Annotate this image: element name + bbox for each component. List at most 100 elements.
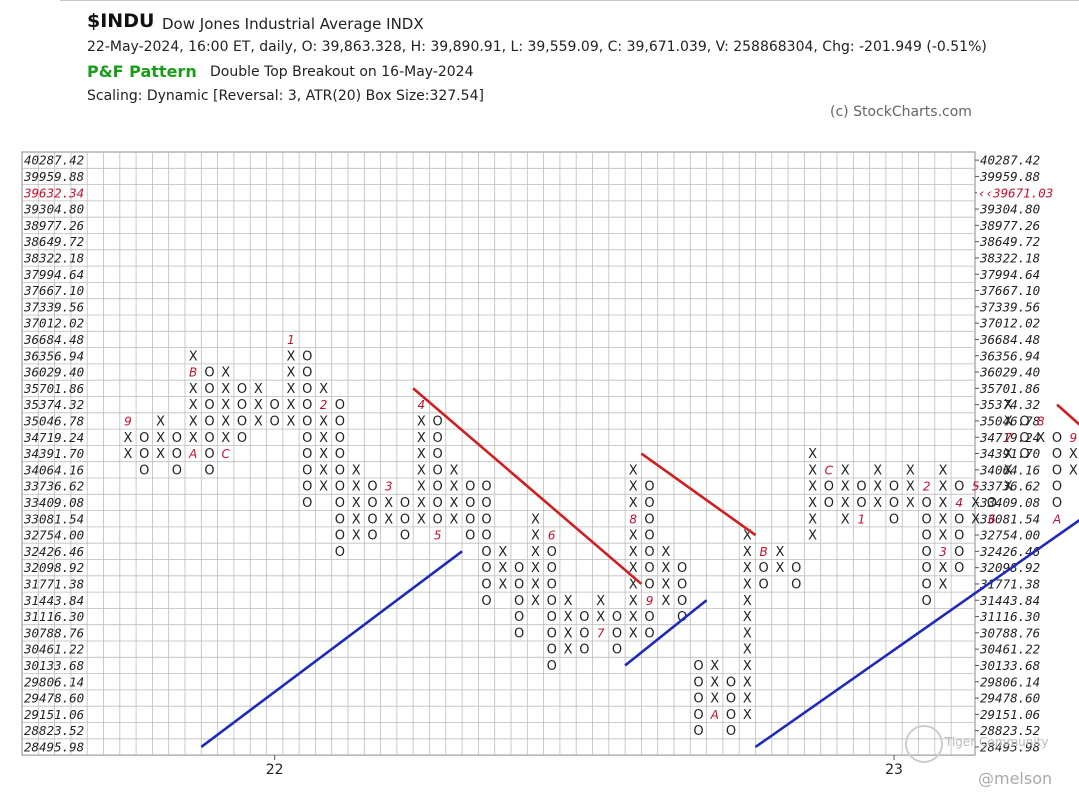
x-box: X	[743, 577, 752, 592]
month-marker: B	[189, 366, 197, 380]
x-box: X	[629, 545, 638, 560]
x-box: X	[319, 447, 328, 462]
o-box: O	[400, 512, 410, 527]
month-marker: 4	[418, 398, 426, 412]
month-marker: 7	[1004, 431, 1012, 445]
price-tick-label-left: 30461.22	[23, 642, 84, 657]
support-trendline	[624, 599, 708, 667]
price-tick-label-left: 29151.06	[24, 707, 84, 722]
x-box: X	[564, 610, 573, 625]
x-box: X	[319, 431, 328, 446]
x-box: X	[710, 675, 719, 690]
chart-header: $INDU Dow Jones Industrial Average INDX …	[0, 0, 1079, 150]
price-tick-label-left: 39959.88	[23, 169, 84, 184]
price-tick-label-left: 34391.70	[23, 446, 84, 461]
o-box: O	[693, 724, 703, 739]
o-box: O	[204, 398, 214, 413]
x-box: X	[710, 692, 719, 707]
o-box: O	[824, 480, 834, 495]
price-tick-label-right: 35701.86	[979, 381, 1040, 396]
resistance-trendline	[412, 387, 643, 585]
o-box: O	[433, 463, 443, 478]
o-box: O	[433, 414, 443, 429]
o-box: O	[139, 447, 149, 462]
price-tick-label-left: 37994.64	[23, 267, 84, 282]
x-box: X	[938, 512, 947, 527]
price-tick-label-right: 35046.78	[979, 413, 1040, 428]
x-box: X	[906, 496, 915, 511]
x-box: X	[743, 610, 752, 625]
x-box: X	[743, 594, 752, 609]
month-marker: 4	[955, 496, 963, 510]
o-box: O	[302, 382, 312, 397]
x-box: X	[531, 561, 540, 576]
x-box: X	[938, 463, 947, 478]
price-tick-label-right: 37012.02	[979, 316, 1040, 331]
o-box: O	[204, 463, 214, 478]
o-box: O	[302, 398, 312, 413]
x-box: X	[352, 529, 361, 544]
o-box: O	[889, 480, 899, 495]
x-box: X	[873, 480, 882, 495]
o-box: O	[514, 561, 524, 576]
x-box: X	[384, 496, 393, 511]
o-box: O	[726, 724, 736, 739]
x-box: X	[319, 414, 328, 429]
o-box: O	[612, 610, 622, 625]
watermark-logo-icon	[905, 725, 943, 763]
x-box: X	[629, 529, 638, 544]
o-box: O	[612, 643, 622, 658]
price-tick-label-right: 33081.54	[979, 511, 1040, 526]
x-box: X	[189, 382, 198, 397]
o-box: O	[514, 577, 524, 592]
o-box: O	[693, 692, 703, 707]
x-box: X	[449, 480, 458, 495]
o-box: O	[481, 577, 491, 592]
price-tick-label-left: 39304.80	[23, 202, 84, 217]
o-box: O	[612, 626, 622, 641]
month-marker: 1	[287, 333, 295, 347]
x-tick-label: 23	[885, 762, 903, 778]
x-box: X	[938, 529, 947, 544]
x-box: X	[498, 577, 507, 592]
x-box: X	[629, 496, 638, 511]
price-tick-label-left: 30133.68	[23, 658, 84, 673]
x-box: X	[938, 496, 947, 511]
price-tick-label-right: 38649.72	[979, 234, 1040, 249]
o-box: O	[302, 366, 312, 381]
o-box: O	[1019, 447, 1029, 462]
o-box: O	[922, 561, 932, 576]
x-box: X	[629, 561, 638, 576]
o-box: O	[270, 398, 280, 413]
x-box: X	[221, 366, 230, 381]
o-box: O	[433, 496, 443, 511]
o-box: O	[889, 512, 899, 527]
x-box: X	[319, 382, 328, 397]
price-tick-label-right: 37994.64	[979, 267, 1040, 282]
price-tick-label-right: 39959.88	[979, 169, 1040, 184]
x-box: X	[319, 463, 328, 478]
o-box: O	[954, 545, 964, 560]
o-box: O	[547, 659, 557, 674]
o-box: O	[433, 480, 443, 495]
o-box: O	[172, 431, 182, 446]
o-box: O	[954, 529, 964, 544]
quote-line: 22-May-2024, 16:00 ET, daily, O: 39,863.…	[87, 39, 987, 55]
o-box: O	[547, 626, 557, 641]
o-box: O	[856, 480, 866, 495]
x-box: X	[221, 382, 230, 397]
copyright-text: (c) StockCharts.com	[830, 104, 972, 120]
month-marker: 2	[320, 398, 328, 412]
o-box: O	[270, 414, 280, 429]
o-box: O	[367, 529, 377, 544]
ticker-name: Dow Jones Industrial Average INDX	[162, 15, 424, 33]
x-box: X	[449, 496, 458, 511]
price-tick-label-right: 38322.18	[979, 250, 1040, 265]
price-tick-label-left: 35374.32	[23, 397, 84, 412]
o-box: O	[433, 447, 443, 462]
o-box: O	[335, 414, 345, 429]
x-box: X	[808, 463, 817, 478]
x-box: X	[808, 529, 817, 544]
o-box: O	[172, 463, 182, 478]
